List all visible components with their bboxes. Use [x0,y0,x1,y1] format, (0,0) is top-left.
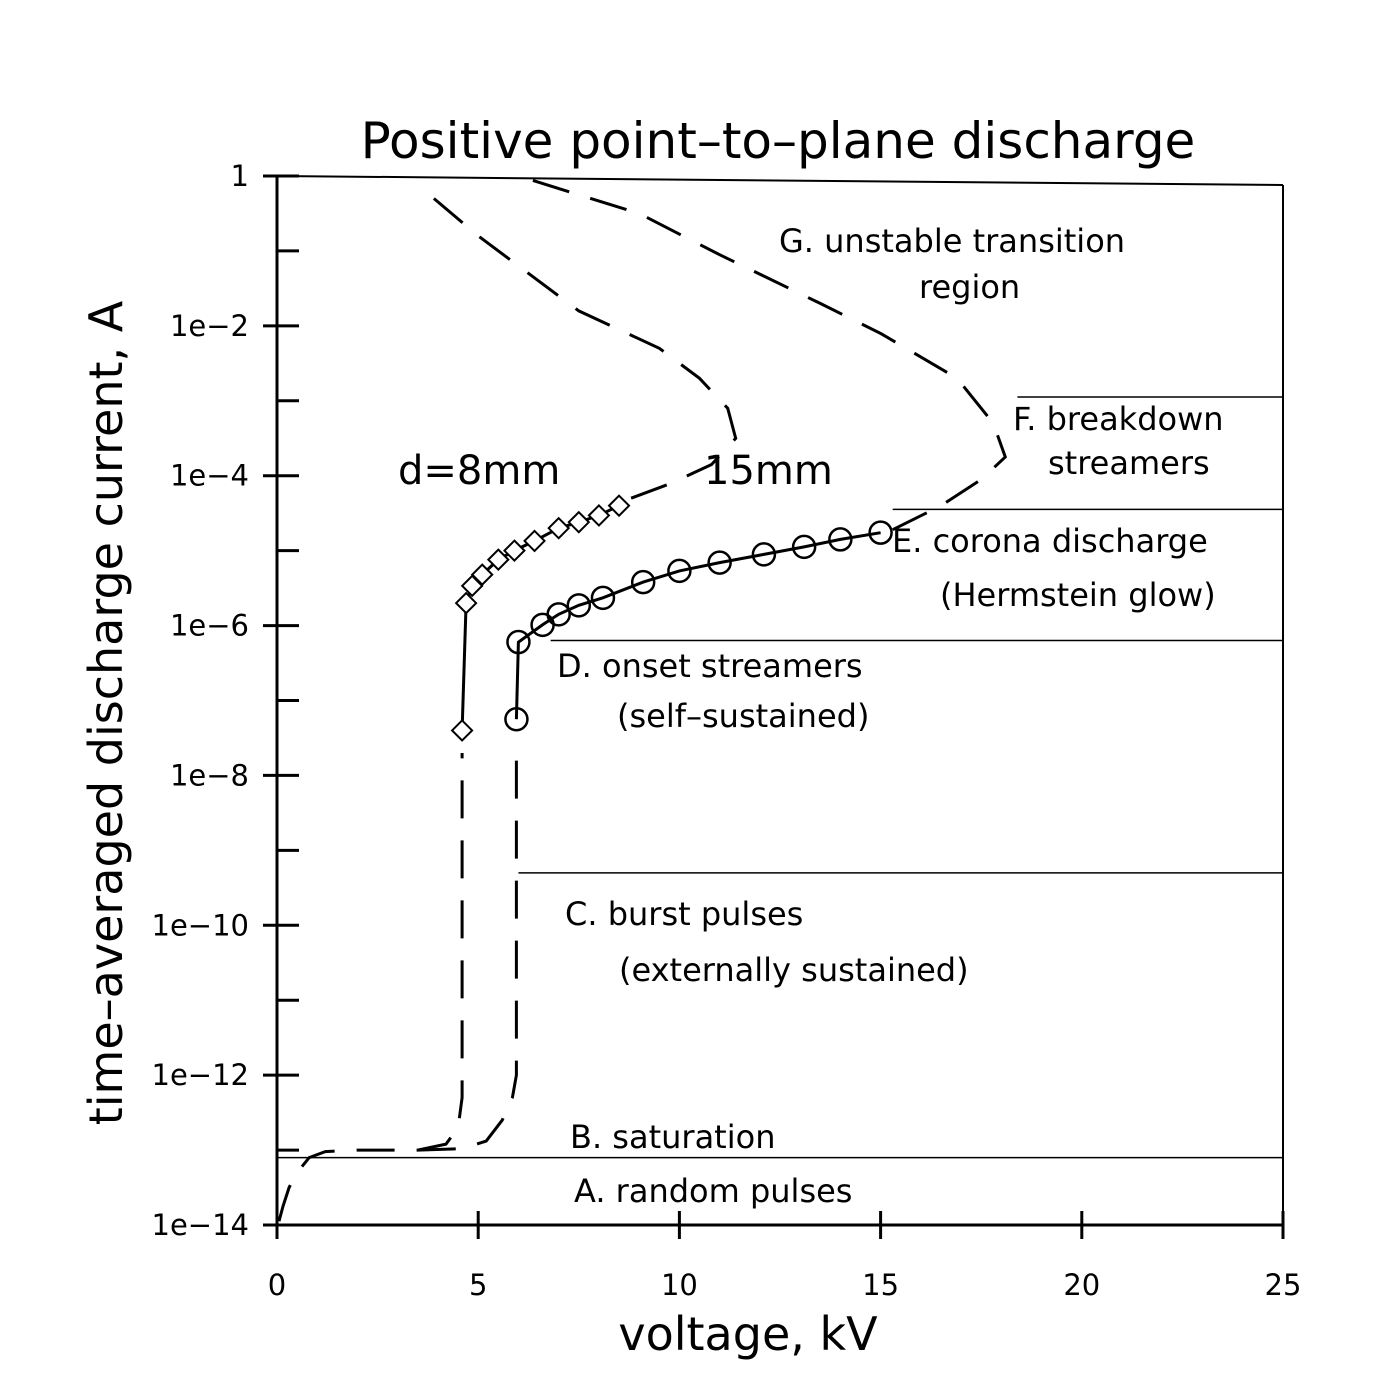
circle-marker [791,534,817,560]
diamond-marker [607,494,631,518]
chart-title: Positive point–to–plane discharge [361,112,1196,170]
region-F-label: F. breakdown [1013,400,1224,438]
y-tick-label: 1e−12 [152,1058,250,1092]
region-D-label: D. onset streamers [557,647,863,685]
circle-marker [546,602,571,627]
x-tick-label: 10 [661,1268,698,1302]
axes: 0 5 10 15 20 25 1 1e−2 1e−4 1e−6 1e−8 1e−10 1e−12 1e−… [152,159,1302,1302]
x-tick-label: 5 [469,1268,487,1302]
diamond-marker [503,539,526,563]
diamond-marker [587,504,611,527]
y-tick-label: 1e−6 [170,609,249,643]
region-E-label: (Hermstein glow) [940,576,1216,614]
circle-marker [504,706,529,732]
x-tick-label: 15 [862,1268,899,1302]
x-axis-label: voltage, kV [618,1307,878,1361]
dashed-curves [277,174,1008,1222]
y-axis-label: time–averaged discharge current, A [79,300,133,1125]
circle-marker [751,542,777,567]
diamond-marker [547,516,571,540]
region-G-label: G. unstable transition [779,222,1125,260]
circle-marker [630,569,656,595]
region-labels: G. unstable transition region F. breakdown… [557,222,1224,1210]
region-E-label: E. corona discharge [892,522,1208,560]
circle-marker [667,558,692,584]
saturation-curve [277,753,464,1222]
region-A-label: A. random pulses [574,1172,852,1210]
region-G-label: region [919,268,1020,306]
y-tick-label: 1e−14 [152,1208,250,1242]
diamond-marker [567,510,591,534]
diamond-marker [450,719,474,742]
x-tick-label: 25 [1265,1268,1302,1302]
circle-marker [707,550,732,575]
diamond-marker [486,548,510,572]
circle-marker [868,520,893,545]
diamond-marker [454,591,478,615]
diamond-marker [470,563,494,587]
diamond-marker [523,529,546,553]
y-tick-label: 1e−2 [170,309,249,343]
data-series [450,494,893,742]
region-D-label: (self–sustained) [617,697,869,735]
series-line-15mm [514,531,881,720]
circle-marker [566,593,592,618]
x-tick-label: 0 [268,1268,286,1302]
region-boundaries [277,396,1283,1227]
region-B-label: B. saturation [570,1118,775,1156]
series-label-8mm: d=8mm [398,448,560,494]
8mm-transition-curve [432,197,738,500]
series-label-15mm: 15mm [704,448,833,494]
y-tick-label: 1e−4 [170,459,249,493]
circle-marker [590,585,616,611]
y-tick-label: 1 [231,159,249,193]
region-C-label: C. burst pulses [565,895,803,933]
saturation-curve-15mm [417,741,518,1152]
region-F-label: streamers [1048,444,1210,482]
top-frame-line [276,175,1284,186]
circle-marker [828,527,853,552]
x-tick-label: 20 [1063,1268,1100,1302]
circle-marker [506,629,531,655]
15mm-transition-curve [517,174,1008,532]
y-tick-label: 1e−10 [152,908,250,942]
region-C-label: (externally sustained) [619,951,969,989]
y-tick-label: 1e−8 [170,758,249,792]
